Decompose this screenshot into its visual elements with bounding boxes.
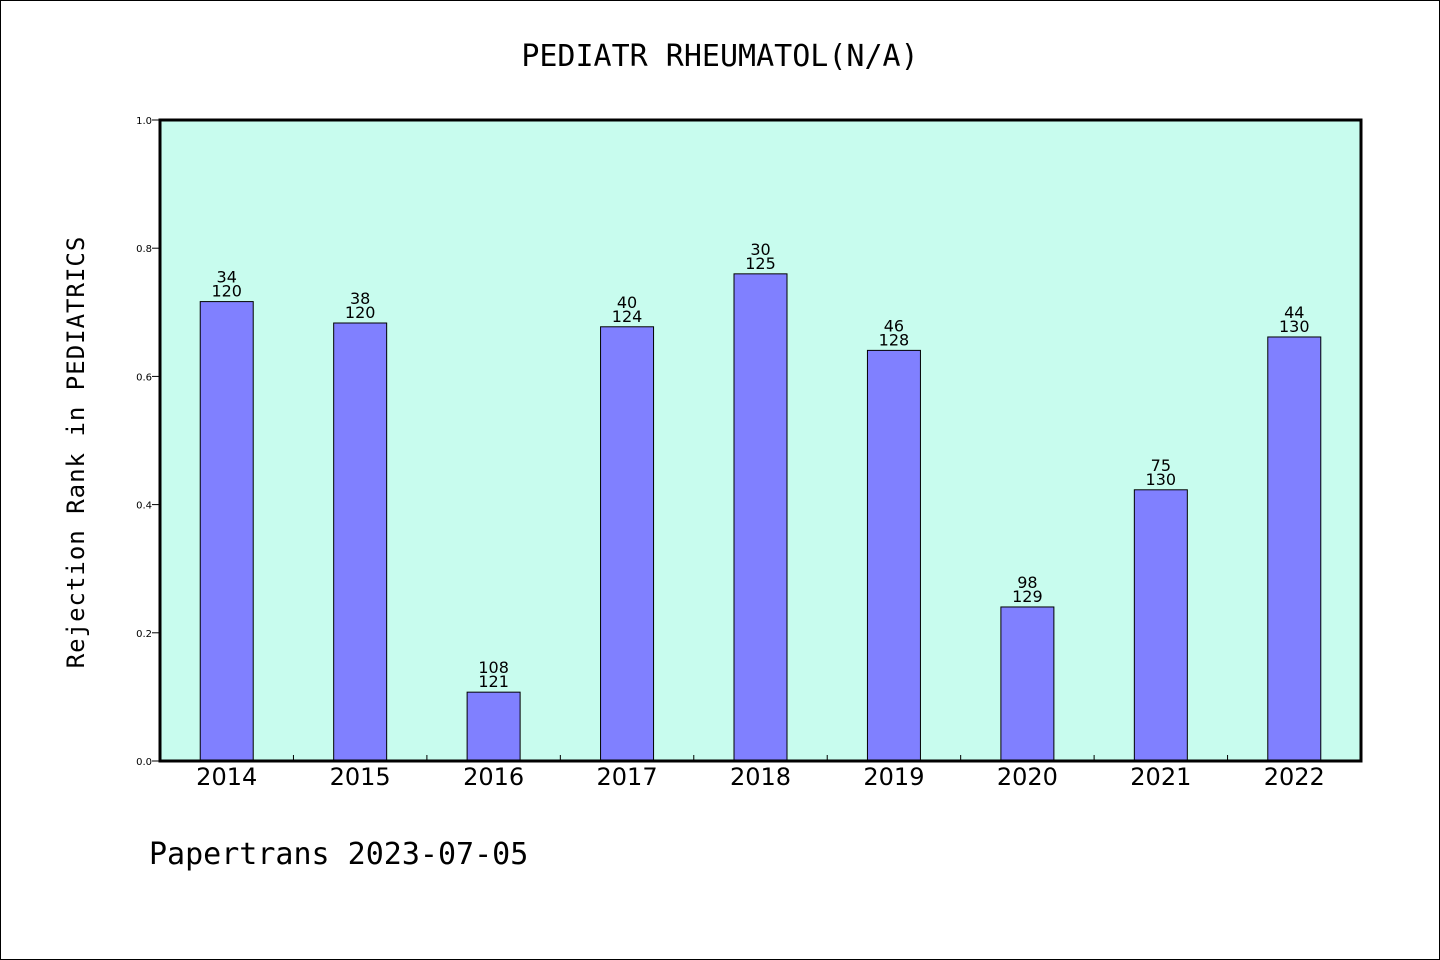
- y-tick-label: 0.2: [136, 629, 152, 640]
- y-tick-label: 0.4: [136, 501, 152, 512]
- bar: [600, 326, 655, 762]
- bar-label-top: 44: [1284, 303, 1304, 322]
- bar-label-top: 108: [478, 658, 509, 677]
- bar-label-bottom: 120: [211, 282, 242, 301]
- x-tick-label: 2021: [1130, 763, 1191, 791]
- bar-label-bottom: 125: [745, 254, 776, 273]
- bar-label-bottom: 121: [478, 672, 509, 691]
- bar-label-bottom: 124: [612, 307, 643, 326]
- bar: [466, 691, 521, 762]
- bar: [866, 349, 921, 762]
- y-tick-label: 0.6: [136, 372, 152, 383]
- y-axis: 0.0 0.2 0.4 0.6 0.8 1.0: [136, 116, 160, 768]
- bar: [733, 273, 788, 762]
- chart-title: PEDIATR RHEUMATOL(N/A): [521, 39, 918, 74]
- bar-label-bottom: 130: [1279, 317, 1310, 336]
- bar-label-top: 30: [750, 240, 770, 259]
- x-tick-label: 2014: [196, 763, 257, 791]
- x-tick-label: 2018: [730, 763, 791, 791]
- x-tick-label: 2020: [997, 763, 1058, 791]
- bar-label-top: 34: [217, 268, 237, 287]
- bar: [199, 301, 254, 762]
- bar-label-top: 46: [884, 316, 904, 335]
- x-tick-label: 2015: [330, 763, 391, 791]
- plot-border: [158, 118, 1363, 763]
- bar: [1267, 336, 1322, 762]
- bar-label-top: 38: [350, 289, 370, 308]
- x-tick-label: 2019: [863, 763, 924, 791]
- y-tick-label: 0.8: [136, 244, 152, 255]
- y-tick-label: 0.0: [136, 757, 152, 768]
- bar: [333, 322, 388, 762]
- bar-label-bottom: 128: [879, 330, 910, 349]
- bar: [1133, 489, 1188, 762]
- bar-label-bottom: 129: [1012, 587, 1043, 606]
- x-tick-label: 2017: [597, 763, 658, 791]
- bar-label-top: 98: [1017, 573, 1037, 592]
- x-tick-label: 2016: [463, 763, 524, 791]
- bars: [199, 273, 1322, 762]
- bar-label-bottom: 130: [1146, 470, 1177, 489]
- bar: [1000, 606, 1055, 762]
- footer-text: Papertrans 2023-07-05: [149, 837, 528, 872]
- x-tick-label: 2022: [1264, 763, 1325, 791]
- y-tick-label: 1.0: [136, 116, 152, 127]
- bar-label-bottom: 120: [345, 303, 376, 322]
- bar-label-top: 75: [1151, 456, 1171, 475]
- y-axis-label: Rejection Rank in PEDIATRICS: [62, 236, 90, 669]
- x-axis: 2014 2015 2016 2017 2018 2019 2020 2021 2022: [196, 755, 1325, 791]
- bar-label-top: 40: [617, 293, 637, 312]
